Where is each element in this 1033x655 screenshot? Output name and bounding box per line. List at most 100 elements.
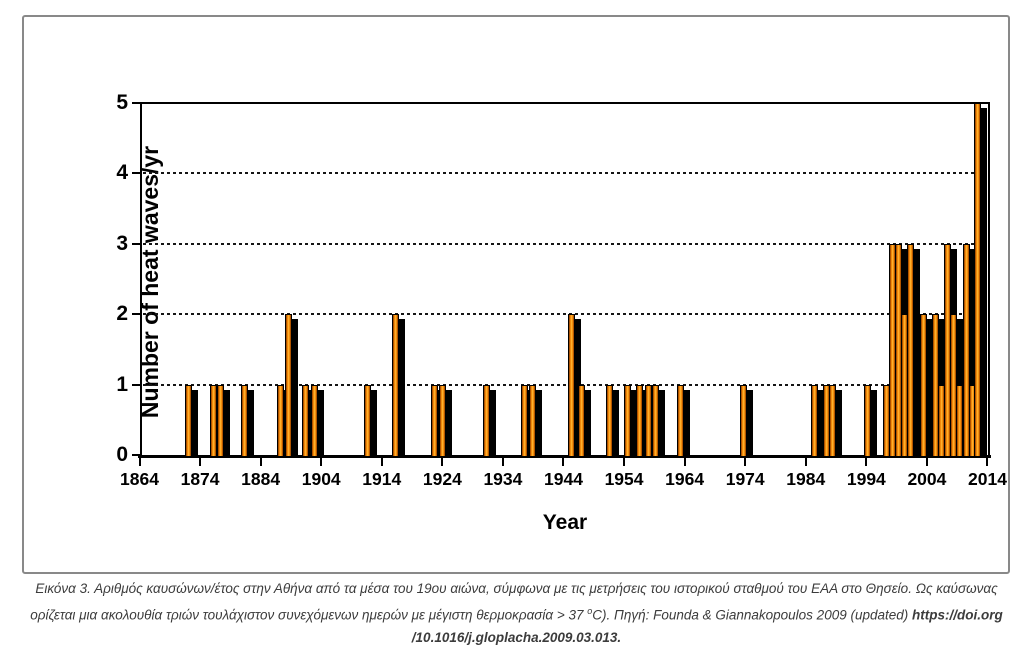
caption-text: ορίζεται μια ακολουθία τριών τουλάχιστον… — [30, 607, 588, 623]
bar-shadow-1945 — [573, 319, 581, 457]
x-tick-1884 — [259, 458, 262, 466]
x-tick-1994 — [865, 458, 868, 466]
bar-1957 — [635, 384, 643, 457]
plot-top-border — [140, 102, 990, 104]
x-tick-1934 — [501, 458, 504, 466]
y-tick-2 — [132, 313, 141, 316]
bar-1872 — [184, 384, 192, 457]
x-tick-label-1864: 1864 — [120, 469, 159, 489]
bar-1963 — [676, 384, 684, 457]
bar-shadow-1988 — [834, 389, 842, 457]
x-tick-label-1904: 1904 — [301, 469, 341, 489]
y-tick-4 — [132, 172, 141, 175]
y-tick-label-0: 0 — [116, 443, 128, 466]
gridline-4 — [143, 172, 988, 175]
bar-1931 — [482, 384, 490, 457]
bar-shadow-1931 — [488, 389, 496, 457]
bar-shadow-2001 — [912, 248, 920, 457]
bar-shadow-1985 — [816, 389, 824, 457]
bar-shadow-1902 — [316, 389, 324, 457]
x-tick-label-1944: 1944 — [544, 469, 583, 489]
bar-1994 — [863, 384, 871, 457]
bar-2010 — [962, 243, 970, 457]
x-tick-1954 — [623, 458, 626, 466]
bar-2001 — [906, 243, 914, 457]
bar-shadow-1955 — [629, 389, 637, 457]
bar-1923 — [430, 384, 438, 457]
x-axis-title: Year — [542, 511, 588, 534]
bar-shadow-1872 — [190, 389, 198, 457]
caption-line-3: /10.1016/j.gloplacha.2009.03.013. — [0, 627, 1033, 649]
bar-1876 — [209, 384, 217, 457]
bar-1988 — [828, 384, 836, 457]
caption-line-1: Εικόνα 3. Αριθμός καυσώνων/έτος στην Αθή… — [0, 578, 1033, 600]
bar-1891 — [276, 384, 284, 457]
bar-shadow-1916 — [397, 319, 405, 457]
x-tick-label-1964: 1964 — [665, 469, 705, 489]
x-tick-1974 — [744, 458, 747, 466]
y-tick-label-3: 3 — [116, 231, 128, 255]
gridline-3 — [143, 242, 988, 245]
caption-text: o — [587, 606, 593, 616]
bar-2009 — [955, 384, 963, 457]
y-tick-1 — [132, 383, 141, 386]
x-tick-label-1984: 1984 — [786, 469, 826, 489]
y-tick-0 — [132, 454, 141, 456]
x-tick-label-1874: 1874 — [180, 469, 220, 489]
x-tick-label-1884: 1884 — [241, 469, 281, 489]
bar-2012 — [973, 103, 981, 457]
bar-shadow-1893 — [290, 319, 298, 457]
x-tick-label-1934: 1934 — [483, 469, 523, 489]
x-tick-1924 — [441, 458, 444, 466]
y-tick-label-4: 4 — [116, 161, 128, 185]
x-tick-label-2004: 2004 — [907, 469, 947, 489]
bar-1912 — [363, 384, 371, 457]
bar-1959 — [651, 384, 659, 457]
x-tick-2014 — [986, 458, 989, 466]
bar-shadow-2003 — [925, 319, 933, 457]
y-tick-label-2: 2 — [116, 302, 128, 326]
bar-shadow-1974 — [745, 389, 753, 457]
x-tick-label-1974: 1974 — [725, 469, 765, 489]
bar-shadow-1952 — [611, 389, 619, 457]
bar-shadow-2010 — [968, 248, 976, 457]
bar-1955 — [623, 384, 631, 457]
caption-doi-text: https://doi.org — [912, 607, 1003, 623]
bar-shadow-2012 — [979, 108, 987, 457]
bar-1939 — [528, 384, 536, 457]
gridline-2 — [143, 313, 988, 316]
x-axis-line — [138, 455, 991, 458]
bar-shadow-1881 — [246, 389, 254, 457]
x-tick-label-1914: 1914 — [362, 469, 402, 489]
bar-shadow-1877 — [222, 389, 230, 457]
caption-text: C). Πηγή: Founda & Giannakopoulos 2009 (… — [592, 607, 913, 623]
bar-1924 — [438, 384, 446, 457]
x-tick-1914 — [380, 458, 383, 466]
y-tick-3 — [132, 242, 141, 245]
bar-1902 — [310, 384, 318, 457]
bar-shadow-1959 — [657, 389, 665, 457]
bar-2003 — [919, 314, 927, 457]
bar-1877 — [216, 384, 224, 457]
y-tick-label-1: 1 — [116, 372, 128, 396]
bar-1938 — [520, 384, 528, 457]
x-tick-label-1924: 1924 — [422, 469, 462, 489]
bar-shadow-1994 — [869, 389, 877, 457]
bar-1947 — [577, 384, 585, 457]
bar-1916 — [391, 314, 399, 457]
y-tick-label-5: 5 — [116, 91, 128, 114]
x-tick-1944 — [562, 458, 565, 466]
bar-1899 — [301, 384, 309, 457]
bar-1945 — [567, 314, 575, 457]
x-tick-1864 — [138, 458, 141, 466]
x-tick-label-1994: 1994 — [846, 469, 886, 489]
x-tick-1984 — [804, 458, 807, 466]
bar-1893 — [284, 314, 292, 457]
bar-1952 — [605, 384, 613, 457]
bar-shadow-1912 — [369, 389, 377, 457]
bar-1958 — [644, 384, 652, 457]
caption-doi-text: /10.1016/j.gloplacha.2009.03.013. — [411, 629, 622, 645]
bar-shadow-1947 — [583, 389, 591, 457]
